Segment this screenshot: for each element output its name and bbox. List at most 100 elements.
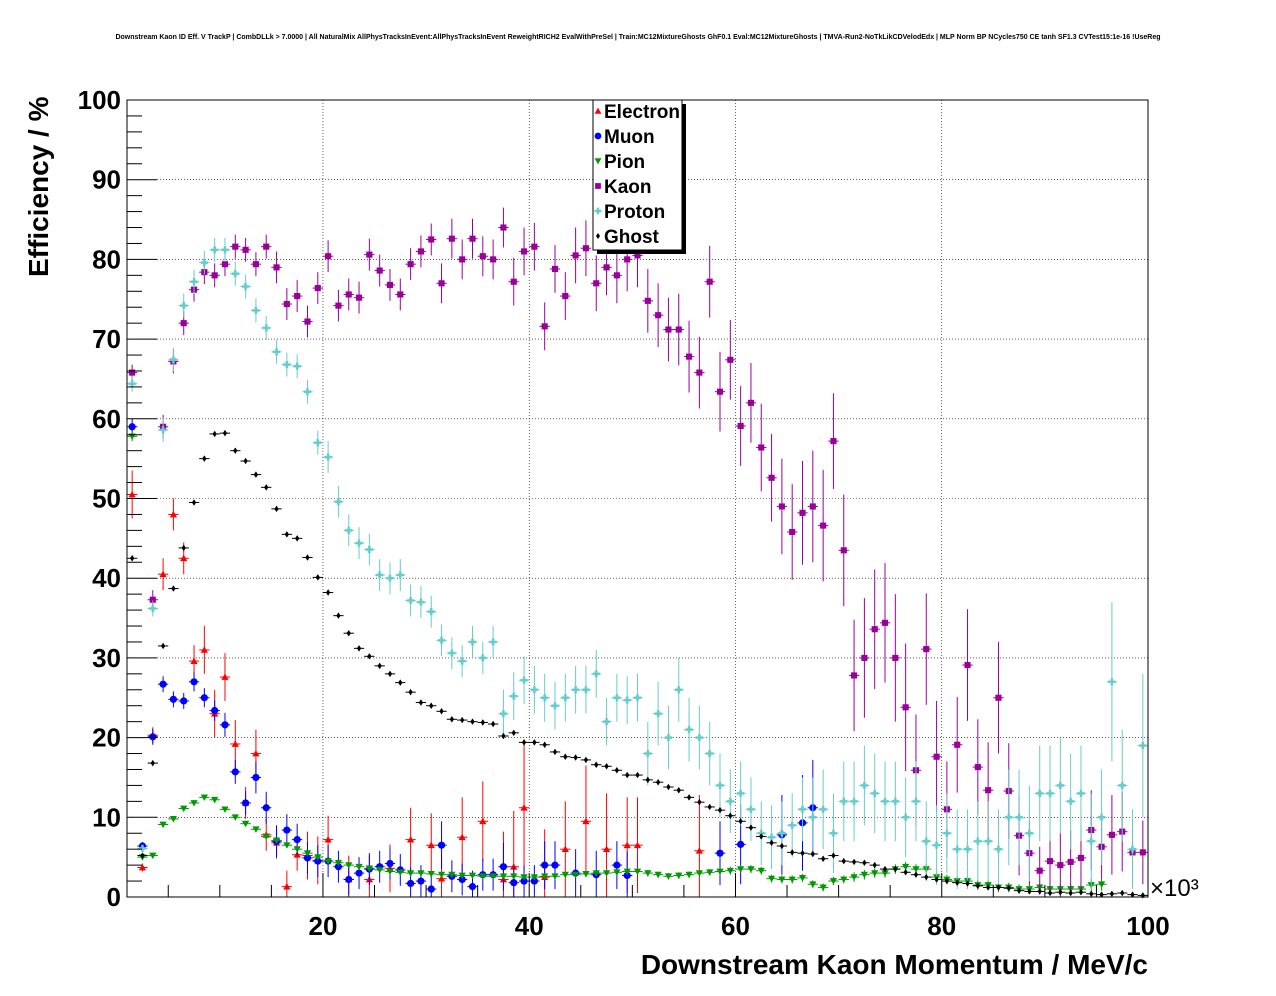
data-point-proton [199, 250, 210, 275]
marker-triangle-up [582, 817, 590, 825]
data-point-ghost [1137, 892, 1148, 899]
marker-triangle-down [871, 870, 879, 877]
marker-square [469, 235, 476, 242]
marker-triangle-up [458, 833, 466, 841]
data-point-ghost [343, 629, 354, 637]
data-point-muon [209, 700, 220, 721]
marker-diamond [996, 884, 1001, 891]
data-point-kaon [642, 268, 653, 333]
marker-triangle-down [365, 865, 373, 872]
x-tick-label: 40 [515, 911, 544, 941]
legend-entry-proton: Proton [594, 202, 665, 223]
data-point-ghost [322, 589, 334, 596]
data-point-kaon [972, 719, 983, 815]
data-point-ghost [787, 849, 798, 856]
marker-diamond [367, 653, 372, 660]
data-point-muon [157, 676, 169, 693]
data-point-muon [498, 842, 509, 891]
marker-triangle-down [231, 814, 239, 821]
data-point-pion [663, 873, 674, 880]
data-point-proton [776, 801, 788, 866]
marker-triangle-down [902, 863, 910, 871]
data-point-kaon [890, 594, 901, 722]
data-point-ghost [1065, 889, 1076, 897]
marker-triangle-down [860, 871, 868, 879]
data-point-ghost [199, 455, 210, 462]
data-point-muon [147, 728, 158, 745]
marker-cross-v [399, 571, 402, 579]
x-tick-label: 80 [927, 911, 956, 941]
data-point-ghost [487, 720, 499, 728]
marker-square [490, 256, 497, 263]
data-point-pion [405, 870, 416, 877]
data-point-proton [209, 237, 220, 262]
data-point-ghost [1086, 890, 1097, 898]
marker-cross-v [708, 749, 711, 758]
marker-diamond [377, 662, 382, 670]
marker-cross-v [811, 813, 815, 821]
data-point-muon [415, 865, 427, 897]
marker-triangle-down [541, 873, 549, 880]
marker-cross-v [1079, 789, 1083, 797]
marker-square [933, 753, 940, 760]
data-point-ghost [353, 645, 365, 652]
data-point-proton [457, 645, 468, 678]
data-point-pion [580, 871, 592, 878]
marker-diamond [851, 858, 857, 866]
marker-diamond [583, 756, 589, 764]
marker-cross-v [955, 845, 959, 853]
marker-square [211, 272, 218, 279]
marker-square [500, 224, 507, 231]
data-point-proton [735, 761, 746, 826]
marker-cross-v [625, 696, 629, 704]
data-point-ghost [1013, 887, 1025, 894]
data-point-ghost [261, 484, 272, 491]
data-point-kaon [838, 494, 849, 607]
marker-square [696, 369, 703, 376]
data-point-ghost [982, 884, 994, 891]
data-point-kaon [384, 268, 396, 301]
y-tick-label: 0 [107, 882, 121, 912]
data-point-kaon [683, 320, 695, 393]
marker-square [221, 261, 229, 268]
data-point-pion [704, 869, 715, 876]
data-point-muon [426, 873, 437, 897]
marker-cross-v [832, 829, 835, 837]
marker-triangle-down [180, 805, 188, 813]
marker-cross-v [594, 670, 598, 678]
marker-cross-v [192, 278, 196, 286]
data-point-muon [219, 712, 231, 737]
data-point-ghost [168, 585, 179, 592]
data-point-ghost [993, 884, 1004, 891]
data-point-proton [982, 801, 994, 882]
marker-cross-v [739, 789, 742, 797]
marker-diamond [934, 876, 939, 883]
marker-circle [427, 885, 435, 893]
data-point-ghost [364, 653, 375, 660]
data-point-pion [529, 874, 540, 881]
marker-diamond [480, 719, 485, 726]
data-point-muon [250, 761, 262, 794]
marker-diamond [1130, 891, 1135, 898]
marker-cross-v [553, 702, 557, 710]
data-point-kaon [931, 700, 942, 813]
marker-diamond [274, 505, 279, 513]
marker-square [851, 672, 858, 679]
marker-triangle-down [633, 868, 642, 876]
legend: Electron Muon Pion Kaon Proton Ghost [592, 99, 686, 254]
data-point-ghost [725, 812, 736, 819]
marker-square [1067, 858, 1074, 865]
marker-square [355, 294, 363, 301]
data-point-kaon [704, 245, 715, 318]
data-point-proton [725, 769, 736, 834]
data-point-ghost [333, 612, 344, 619]
data-point-kaon [405, 248, 416, 281]
data-point-electron [405, 807, 416, 872]
marker-diamond [129, 555, 135, 562]
data-point-muon [611, 841, 623, 890]
x-tick-label: 60 [721, 911, 750, 941]
data-point-ghost [817, 855, 829, 862]
data-point-pion [1096, 877, 1107, 891]
marker-square [881, 619, 889, 626]
marker-diamond [625, 771, 630, 779]
